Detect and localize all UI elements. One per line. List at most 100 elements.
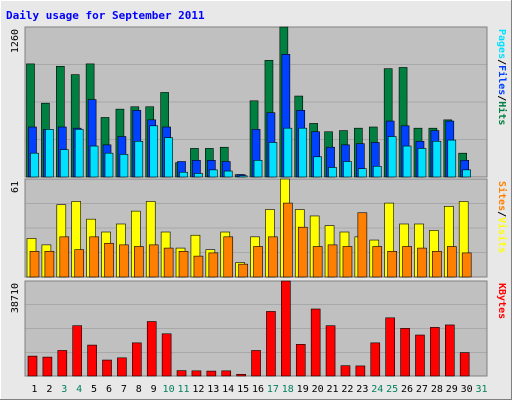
x-tick-label: 25 xyxy=(386,384,398,395)
legend-entry: / xyxy=(496,95,507,101)
legend-entry: Sites xyxy=(496,181,508,211)
legend-entry: Hits xyxy=(496,101,508,125)
legend-entry: KBytes xyxy=(496,283,507,319)
bar-pages xyxy=(194,173,203,178)
bar-kbytes xyxy=(355,365,366,377)
bar-kbytes xyxy=(281,280,291,377)
x-tick-label: 8 xyxy=(136,384,142,395)
bar-kbytes xyxy=(72,325,83,377)
panel-legend: Sites/Visits xyxy=(496,181,508,253)
panel-visits-sites: 61 Sites/Visits xyxy=(10,178,508,278)
x-tick-label: 9 xyxy=(151,384,157,395)
bar-pages xyxy=(179,171,188,178)
bar-sites xyxy=(104,242,114,278)
bar-pages xyxy=(119,154,129,178)
x-tick-label: 23 xyxy=(356,384,368,395)
bar-sites xyxy=(74,249,85,278)
x-tick-label: 17 xyxy=(267,384,279,395)
x-axis-labels: 1 2 3 4 5 6 7 8 9 10 11 12 13 14 15 16 17 18 19 20 21 22 23 24 2… xyxy=(31,384,487,395)
x-tick-label: 26 xyxy=(401,384,413,395)
bar-kbytes xyxy=(176,370,187,377)
x-tick-label: 4 xyxy=(76,384,82,395)
bar-pages xyxy=(134,140,144,178)
bar-kbytes xyxy=(444,324,455,377)
bar-kbytes xyxy=(146,321,157,377)
bar-pages xyxy=(283,127,293,178)
bar-kbytes xyxy=(370,342,381,377)
panel-max-label: 38710 xyxy=(10,283,21,313)
bar-sites xyxy=(59,236,70,278)
panel-legend: Pages/Files/Hits xyxy=(496,29,508,125)
legend-entry: Visits xyxy=(496,217,508,253)
bar-sites xyxy=(178,250,189,278)
x-tick-label: 10 xyxy=(163,384,175,395)
bar-sites xyxy=(193,255,204,278)
bar-sites xyxy=(372,246,383,278)
bar-sites xyxy=(297,226,308,278)
bar-kbytes xyxy=(27,355,38,377)
bar-sites xyxy=(357,212,368,278)
legend-entry: Pages xyxy=(496,29,507,59)
bar-pages xyxy=(462,169,471,178)
bar-pages xyxy=(432,140,442,178)
x-tick-label: 2 xyxy=(46,384,52,395)
bar-pages xyxy=(358,168,367,178)
bar-pages xyxy=(298,127,308,178)
x-tick-label: 28 xyxy=(431,384,443,395)
bar-pages xyxy=(149,125,159,178)
bar-kbytes xyxy=(42,356,53,377)
bar-sites xyxy=(432,250,442,278)
x-tick-label: 20 xyxy=(312,384,324,395)
bar-sites xyxy=(253,246,263,278)
bar-kbytes xyxy=(385,317,395,377)
x-tick-label: 6 xyxy=(106,384,112,395)
bar-sites xyxy=(119,244,129,278)
bar-kbytes xyxy=(325,325,336,377)
bar-sites xyxy=(44,250,55,278)
bar-sites xyxy=(387,250,397,278)
panel-max-label: 61 xyxy=(10,181,21,193)
bar-kbytes xyxy=(161,333,172,377)
bar-pages xyxy=(372,165,382,178)
bar-kbytes xyxy=(102,359,112,377)
bar-kbytes xyxy=(57,350,68,377)
bar-sites xyxy=(461,252,472,278)
panel-legend: KBytes xyxy=(496,283,507,319)
bar-kbytes xyxy=(251,350,261,377)
x-tick-label: 22 xyxy=(341,384,353,395)
bar-pages xyxy=(402,145,412,178)
bar-sites xyxy=(208,252,219,278)
bar-pages xyxy=(447,139,457,178)
bar-kbytes xyxy=(206,370,217,377)
bar-kbytes xyxy=(117,357,127,377)
panel-kbytes: 38710 KBytes xyxy=(10,280,507,377)
x-tick-label: 12 xyxy=(192,384,204,395)
x-tick-label: 7 xyxy=(121,384,127,395)
bar-sites xyxy=(238,263,248,278)
bar-kbytes xyxy=(221,370,232,377)
x-tick-label: 3 xyxy=(61,384,67,395)
x-tick-label: 11 xyxy=(177,384,189,395)
x-tick-label: 30 xyxy=(461,384,473,395)
bar-kbytes xyxy=(415,334,425,377)
bar-sites xyxy=(89,236,99,278)
x-tick-label: 5 xyxy=(91,384,97,395)
x-tick-label: 27 xyxy=(416,384,428,395)
bar-sites xyxy=(283,202,293,278)
bar-kbytes xyxy=(236,373,246,377)
bar-sites xyxy=(29,250,40,278)
bar-sites xyxy=(223,236,234,278)
bar-pages xyxy=(387,136,397,178)
legend-entry: / xyxy=(496,211,507,217)
bar-pages xyxy=(238,175,248,178)
x-tick-label: 29 xyxy=(446,384,458,395)
bar-pages xyxy=(253,160,263,178)
chart-title: Daily usage for September 2011 xyxy=(6,9,205,22)
bar-sites xyxy=(402,246,412,278)
x-tick-label: 1 xyxy=(31,384,37,395)
x-tick-label: 19 xyxy=(297,384,309,395)
bar-kbytes xyxy=(132,342,142,377)
